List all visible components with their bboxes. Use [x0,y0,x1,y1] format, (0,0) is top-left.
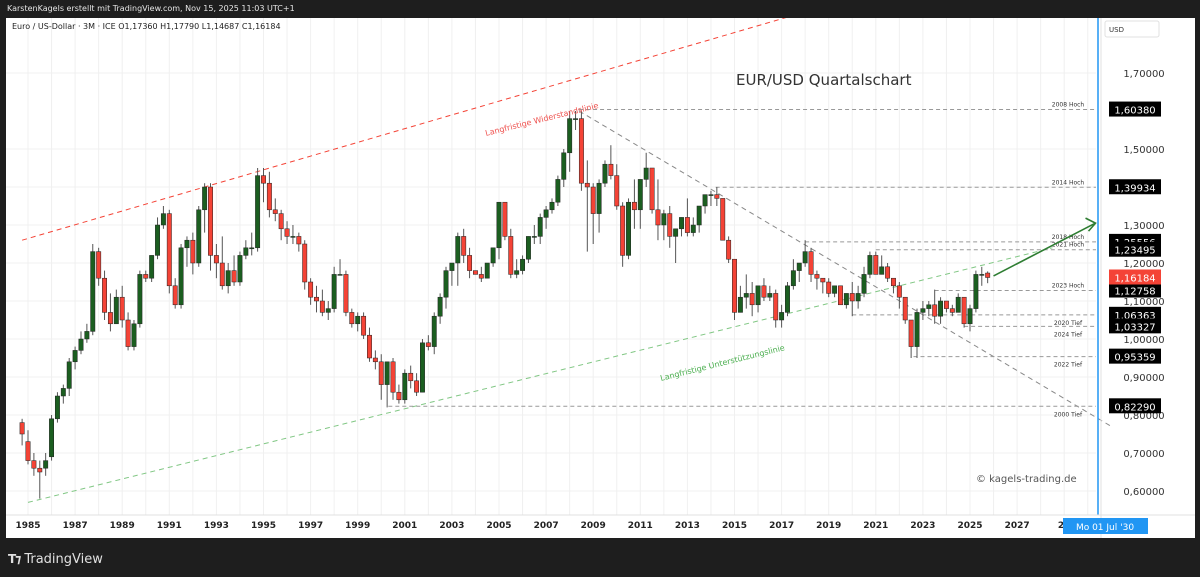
trendline [27,247,1053,503]
trendlines [21,18,1112,503]
svg-text:2000 Tief: 2000 Tief [1054,411,1083,418]
svg-text:1,23495: 1,23495 [1114,246,1155,257]
projection-arrow [993,222,1096,277]
svg-text:2021: 2021 [863,521,888,531]
svg-text:2007: 2007 [534,521,559,531]
footer-branding: T⁊ TradingView [8,549,103,569]
svg-text:1987: 1987 [63,521,88,531]
tradingview-logo-icon: T⁊ [8,552,21,566]
svg-text:0,82290: 0,82290 [1114,402,1155,413]
svg-text:1,50000: 1,50000 [1123,145,1164,156]
svg-text:2005: 2005 [486,521,511,531]
svg-text:1999: 1999 [345,521,370,531]
svg-text:1,20000: 1,20000 [1123,259,1164,270]
svg-text:2021 Hoch: 2021 Hoch [1052,242,1085,249]
svg-text:0,80000: 0,80000 [1123,411,1164,422]
svg-text:1,12758: 1,12758 [1114,287,1155,298]
trendline [21,18,787,241]
brand-name: TradingView [24,551,103,567]
svg-text:EUR/USD Quartalschart: EUR/USD Quartalschart [736,71,912,89]
svg-text:2025: 2025 [957,521,982,531]
svg-text:Mo 01 Jul '30: Mo 01 Jul '30 [1076,523,1134,533]
svg-text:1,60380: 1,60380 [1114,106,1155,117]
svg-text:0,95359: 0,95359 [1114,353,1155,364]
svg-text:2013: 2013 [675,521,700,531]
svg-text:0,70000: 0,70000 [1123,449,1164,460]
svg-text:1991: 1991 [157,521,182,531]
svg-text:2017: 2017 [769,521,794,531]
svg-text:1,16184: 1,16184 [1114,274,1155,285]
svg-text:2014 Hoch: 2014 Hoch [1052,179,1085,186]
annotations: Langfristige WiderstandslinieLangfristig… [484,18,1099,515]
svg-text:2027: 2027 [1005,521,1030,531]
svg-text:1,00000: 1,00000 [1123,335,1164,346]
svg-text:2003: 2003 [439,521,464,531]
svg-text:1,06363: 1,06363 [1114,311,1155,322]
svg-text:1995: 1995 [251,521,276,531]
svg-text:1,70000: 1,70000 [1123,69,1164,80]
svg-text:1993: 1993 [204,521,229,531]
svg-text:1997: 1997 [298,521,323,531]
svg-text:2011: 2011 [628,521,653,531]
svg-text:2009: 2009 [581,521,606,531]
svg-text:1989: 1989 [110,521,135,531]
svg-text:2024 Tief: 2024 Tief [1054,331,1083,338]
svg-text:1,30000: 1,30000 [1123,221,1164,232]
svg-text:1,03327: 1,03327 [1114,322,1155,333]
svg-text:1,10000: 1,10000 [1123,297,1164,308]
svg-text:2019: 2019 [816,521,841,531]
svg-text:2015: 2015 [722,521,747,531]
axes[interactable]: USD1,700001,500001,300001,200001,100001,… [6,18,1195,538]
svg-text:2023: 2023 [910,521,935,531]
svg-text:2020 Tief: 2020 Tief [1054,320,1083,327]
chart-frame [6,18,1195,538]
svg-text:2008 Hoch: 2008 Hoch [1052,102,1085,109]
candles [19,111,991,499]
svg-text:0,90000: 0,90000 [1123,373,1164,384]
svg-text:2022 Tief: 2022 Tief [1054,362,1083,369]
svg-text:© kagels-trading.de: © kagels-trading.de [976,474,1077,485]
chart-author-bar: KarstenKagels erstellt mit TradingView.c… [7,4,295,13]
svg-text:USD: USD [1109,26,1124,34]
svg-text:0,60000: 0,60000 [1123,487,1164,498]
svg-text:2001: 2001 [392,521,417,531]
svg-text:1,39934: 1,39934 [1114,183,1155,194]
trendline [578,110,1112,427]
symbol-legend: Euro / US-Dollar · 3M · ICE O1,17360 H1,… [12,22,281,31]
svg-text:2023 Hoch: 2023 Hoch [1052,283,1085,290]
svg-text:1985: 1985 [15,521,40,531]
